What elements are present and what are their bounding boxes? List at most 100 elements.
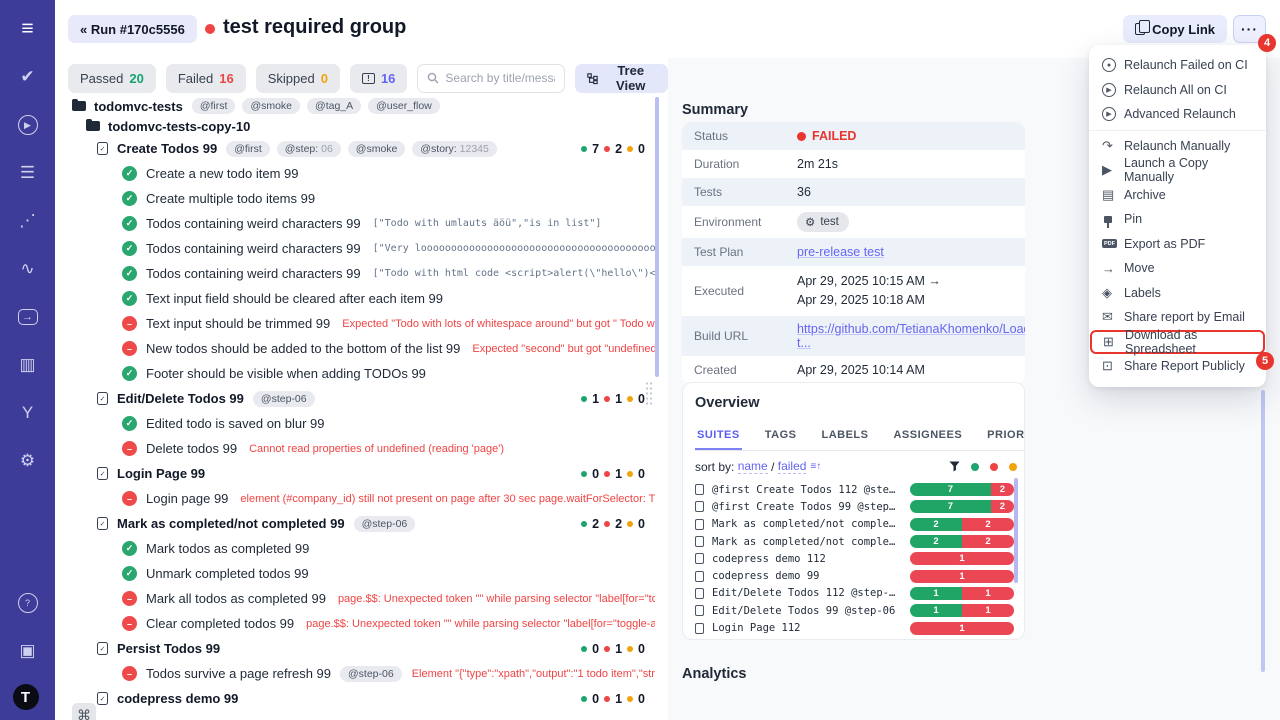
legend-passed-dot[interactable] bbox=[971, 462, 979, 471]
menu-item-labels[interactable]: ◈ Labels bbox=[1089, 281, 1266, 306]
menu-item-relaunch-failed-ci[interactable]: ● Relaunch Failed on CI bbox=[1089, 53, 1266, 78]
menu-item-share-email[interactable]: ✉ Share report by Email bbox=[1089, 305, 1266, 330]
test-tag[interactable]: @tag_A bbox=[307, 98, 362, 114]
menu-item-launch-copy[interactable]: ▶ Launch a Copy Manually bbox=[1089, 156, 1266, 184]
legend-skipped-dot[interactable] bbox=[1009, 462, 1017, 471]
sort-direction-icon[interactable]: ≡↑ bbox=[810, 461, 822, 472]
overview-suite-row[interactable]: Login Page 112 1 bbox=[695, 619, 1024, 636]
suite-row[interactable]: ✓ Mark as completed/not completed 99 @step… bbox=[55, 511, 655, 536]
overview-suite-row[interactable]: Mark as completed/not comple… 2 2 bbox=[695, 516, 1024, 533]
environment-chip[interactable]: ⚙ test bbox=[797, 212, 849, 232]
sidebar-projects-icon[interactable]: ▣ bbox=[19, 641, 36, 660]
test-row[interactable]: – Text input should be trimmed 99 Expected… bbox=[55, 311, 655, 336]
test-row[interactable]: ✓ Todos containing weird characters 99 ["T… bbox=[55, 261, 655, 286]
overview-tab-tags[interactable]: TAGS bbox=[764, 429, 797, 441]
sidebar-menu-icon[interactable]: ≡ bbox=[21, 17, 34, 40]
sidebar-import-icon[interactable]: → bbox=[13, 302, 43, 332]
test-tag[interactable]: @smoke bbox=[347, 140, 406, 157]
test-row[interactable]: – New todos should be added to the bottom… bbox=[55, 336, 655, 361]
copy-link-button[interactable]: Copy Link bbox=[1123, 15, 1227, 43]
suite-row[interactable]: ✓ Login Page 99 0 1 0 bbox=[55, 461, 655, 486]
test-row[interactable]: – Todos survive a page refresh 99 @step-06… bbox=[55, 661, 655, 686]
skipped-filter-chip[interactable]: Skipped 0 bbox=[255, 63, 340, 93]
test-row[interactable]: – Delete todos 99 Cannot read properties o… bbox=[55, 436, 655, 461]
sidebar-chart-icon[interactable]: ▥ bbox=[19, 355, 36, 374]
test-tag[interactable]: @first bbox=[191, 98, 236, 114]
summary-link[interactable]: pre-release test bbox=[797, 245, 884, 259]
sidebar-settings-icon[interactable]: ⚙ bbox=[19, 451, 36, 470]
test-tag[interactable]: @step-06 bbox=[340, 665, 402, 682]
search-input[interactable] bbox=[445, 71, 556, 85]
passed-filter-chip[interactable]: Passed 20 bbox=[68, 63, 156, 93]
overview-suite-row[interactable]: Edit/Delete Todos 112 @step-… 1 1 bbox=[695, 585, 1024, 602]
panel-resize-handle[interactable] bbox=[645, 381, 654, 407]
test-tag[interactable]: @step: 06 bbox=[276, 140, 341, 157]
test-row[interactable]: – Login page 99 element (#company_id) stil… bbox=[55, 486, 655, 511]
test-row[interactable]: – Clear completed todos 99 page.$$: Unexpe… bbox=[55, 611, 655, 636]
test-row[interactable]: ✓ Edited todo is saved on blur 99 bbox=[55, 411, 655, 436]
test-tag[interactable]: @story: 12345 bbox=[412, 140, 497, 157]
sidebar-pulse-icon[interactable]: ∿ bbox=[20, 259, 35, 278]
menu-item-pin[interactable]: Pin bbox=[1089, 207, 1266, 232]
folder-row[interactable]: todomvc-tests @first @smoke @tag_A @user_flo… bbox=[55, 96, 655, 116]
menu-item-archive[interactable]: ▤ Archive bbox=[1089, 183, 1266, 208]
sidebar-checks-icon[interactable]: ✔ bbox=[20, 67, 35, 86]
menu-item-relaunch-manually[interactable]: ↷ Relaunch Manually bbox=[1089, 134, 1266, 159]
overview-suite-row[interactable]: Edit/Delete Todos 99 @step-06 1 1 bbox=[695, 602, 1024, 619]
test-row[interactable]: ✓ Create multiple todo items 99 bbox=[55, 186, 655, 211]
test-row[interactable]: ✓ Text input field should be cleared afte… bbox=[55, 286, 655, 311]
test-tag[interactable]: @smoke bbox=[242, 98, 301, 114]
tree-view-button[interactable]: Tree View bbox=[575, 63, 668, 93]
test-tag[interactable]: @user_flow bbox=[368, 98, 440, 114]
menu-item-move[interactable]: → Move bbox=[1089, 256, 1266, 281]
overview-suite-row[interactable]: @first Create Todos 112 @ste… 7 2 bbox=[695, 481, 1024, 498]
sidebar-runs-icon[interactable]: ▶ bbox=[13, 110, 43, 140]
overview-list-scrollbar[interactable] bbox=[1014, 478, 1018, 583]
page-scrollbar[interactable] bbox=[1261, 390, 1265, 672]
test-row[interactable]: ✓ Mark todos as completed 99 bbox=[55, 536, 655, 561]
comments-filter-chip[interactable]: ! 16 bbox=[349, 63, 408, 93]
overview-tab-suites[interactable]: SUITES bbox=[695, 423, 742, 450]
sidebar-help-icon[interactable]: ? bbox=[13, 588, 43, 618]
sort-by-name-link[interactable]: name bbox=[737, 459, 768, 474]
menu-item-download-spreadsheet[interactable]: ⊞ Download as Spreadsheet bbox=[1090, 328, 1265, 356]
overview-tab-priority[interactable]: PRIORITY bbox=[987, 429, 1025, 441]
overview-suite-row[interactable]: codepress demo 112 1 bbox=[695, 550, 1024, 567]
test-tag[interactable]: @step-06 bbox=[353, 515, 416, 532]
sidebar-report-icon[interactable]: ☰ bbox=[19, 163, 36, 182]
sort-by-failed-link[interactable]: failed bbox=[777, 459, 807, 474]
test-tag[interactable]: @first bbox=[226, 140, 270, 157]
failed-filter-chip[interactable]: Failed 16 bbox=[165, 63, 246, 93]
overview-suite-row[interactable]: codepress demo 99 1 bbox=[695, 567, 1024, 584]
menu-item-advanced-relaunch[interactable]: ▶ Advanced Relaunch bbox=[1089, 102, 1266, 127]
summary-link[interactable]: https://github.com/TetianaKhomenko/Load-… bbox=[797, 321, 1025, 350]
suite-row[interactable]: ✓ codepress demo 99 0 1 0 bbox=[55, 686, 655, 711]
app-logo[interactable]: T bbox=[12, 684, 39, 710]
test-row[interactable]: ✓ Todos containing weird characters 99 ["V… bbox=[55, 236, 655, 261]
suite-row[interactable]: ✓ Edit/Delete Todos 99 @step-06 1 1 0 bbox=[55, 386, 655, 411]
back-to-run-button[interactable]: « Run #170c5556 bbox=[68, 15, 197, 43]
tree-scrollbar[interactable] bbox=[655, 97, 659, 377]
overview-suite-row[interactable]: Mark as completed/not comple… 2 2 bbox=[695, 533, 1024, 550]
menu-item-export-pdf[interactable]: PDF Export as PDF bbox=[1089, 232, 1266, 257]
test-row[interactable]: ✓ Unmark completed todos 99 bbox=[55, 561, 655, 586]
folder-row[interactable]: todomvc-tests-copy-10 bbox=[55, 116, 655, 136]
command-shortcut-icon[interactable]: ⌘ bbox=[72, 703, 96, 720]
sidebar-steps-icon[interactable]: ⋰ bbox=[19, 211, 36, 230]
filter-funnel-icon[interactable] bbox=[949, 461, 960, 472]
sidebar-branch-icon[interactable]: Y bbox=[21, 403, 34, 422]
suite-row[interactable]: ✓ Create Todos 99 @first @step: 06 @smoke @st… bbox=[55, 136, 655, 161]
menu-item-relaunch-all-ci[interactable]: ▶ Relaunch All on CI bbox=[1089, 78, 1266, 103]
overview-tab-labels[interactable]: LABELS bbox=[821, 429, 869, 441]
suite-row[interactable]: ✓ Persist Todos 99 0 1 0 bbox=[55, 636, 655, 661]
test-row[interactable]: ✓ Create a new todo item 99 bbox=[55, 161, 655, 186]
overview-tab-assignees[interactable]: ASSIGNEES bbox=[893, 429, 963, 441]
test-row[interactable]: – Mark all todos as completed 99 page.$$: … bbox=[55, 586, 655, 611]
legend-failed-dot[interactable] bbox=[990, 462, 998, 471]
test-row[interactable]: ✓ Footer should be visible when adding TO… bbox=[55, 361, 655, 386]
overview-suite-row[interactable]: @first Create Todos 99 @step… 7 2 bbox=[695, 498, 1024, 515]
test-tag[interactable]: @step-06 bbox=[252, 390, 315, 407]
menu-item-share-publicly[interactable]: ⊡ Share Report Publicly bbox=[1089, 354, 1266, 379]
test-row[interactable]: ✓ Todos containing weird characters 99 ["T… bbox=[55, 211, 655, 236]
